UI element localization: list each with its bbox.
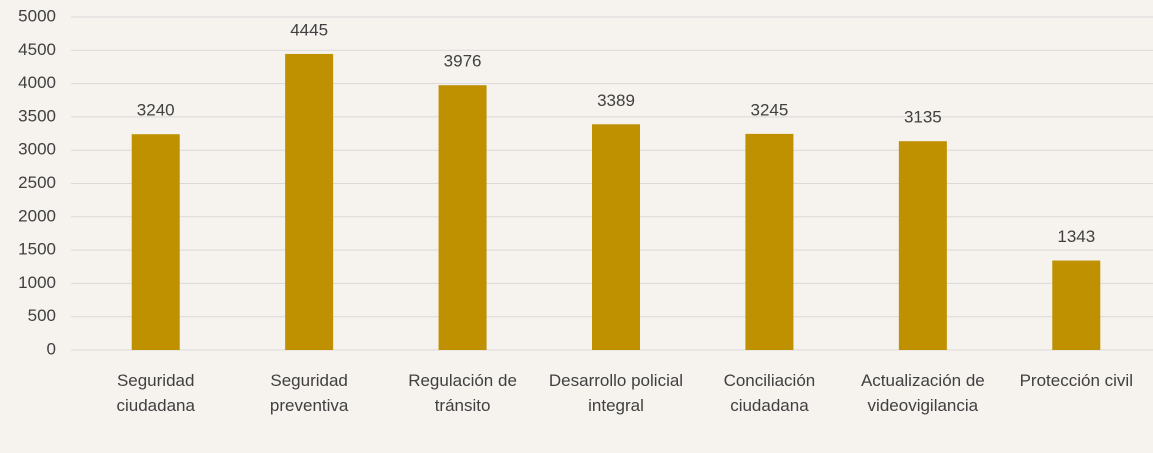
- y-tick-label: 2000: [18, 206, 56, 225]
- x-tick-label: Conciliación ciudadana: [723, 371, 816, 415]
- bar: [131, 134, 180, 350]
- y-tick-label: 5000: [18, 6, 56, 25]
- x-tick-label: Seguridad preventiva: [269, 371, 349, 415]
- bar: [592, 124, 640, 350]
- y-tick-label: 1000: [18, 273, 56, 292]
- bar: [745, 133, 794, 350]
- data-label: 3976: [444, 52, 482, 71]
- bar: [898, 141, 947, 350]
- y-tick-label: 4500: [18, 40, 56, 59]
- data-label: 3135: [904, 108, 942, 127]
- data-label: 3240: [137, 101, 175, 120]
- bar: [285, 53, 334, 350]
- bar: [1052, 260, 1101, 350]
- x-tick-label: Protección civil: [1019, 371, 1133, 390]
- y-tick-label: 3500: [18, 106, 56, 125]
- y-tick-label: 4000: [18, 73, 56, 92]
- y-tick-label: 2500: [18, 173, 56, 192]
- y-tick-label: 1500: [18, 240, 56, 259]
- x-tick-label: Desarrollo policial integral: [548, 371, 684, 415]
- x-tick-label: Actualización de videovigilancia: [860, 371, 985, 415]
- data-label: 4445: [290, 20, 328, 39]
- y-tick-label: 3000: [18, 140, 56, 159]
- data-label: 1343: [1057, 227, 1095, 246]
- x-tick-label: Seguridad ciudadana: [116, 371, 195, 415]
- x-tick-label: Regulación de tránsito: [408, 371, 517, 415]
- y-tick-label: 0: [47, 339, 56, 358]
- y-tick-label: 500: [28, 306, 56, 325]
- bar: [438, 85, 487, 351]
- data-label: 3245: [751, 100, 789, 119]
- data-label: 3389: [597, 91, 635, 110]
